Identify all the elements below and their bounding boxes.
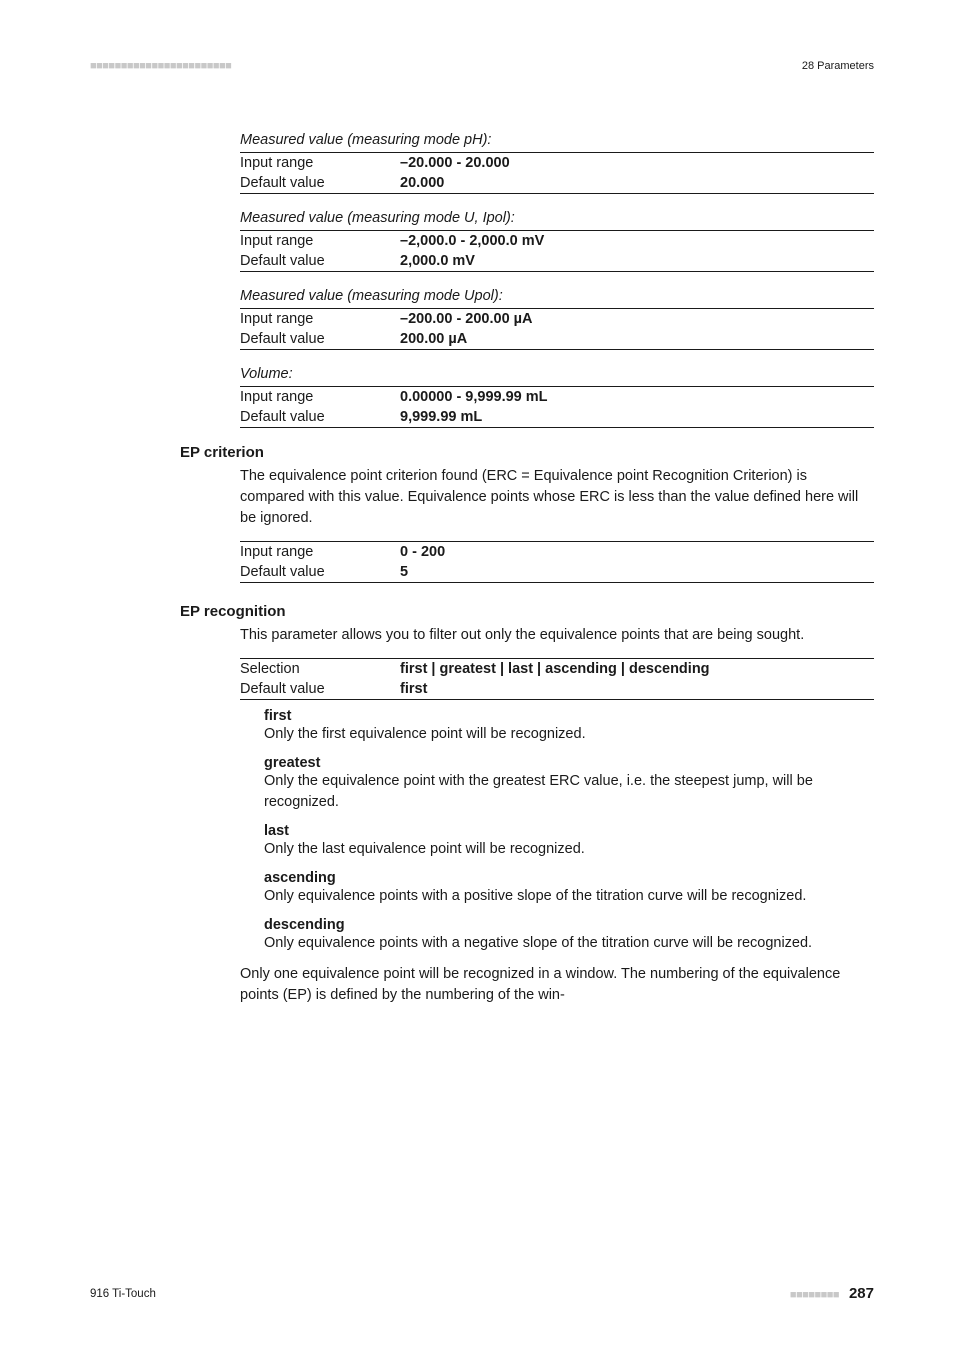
kv-value: 0.00000 - 9,999.99 mL: [400, 389, 548, 405]
footer-product: 916 Ti-Touch: [90, 1288, 156, 1300]
kv-value: first | greatest | last | ascending | de…: [400, 661, 710, 677]
option-name: descending: [264, 917, 874, 933]
separator: [240, 193, 874, 194]
body-text: The equivalence point criterion found (E…: [240, 466, 874, 529]
group-volume: Volume: Input range 0.00000 - 9,999.99 m…: [240, 366, 874, 428]
kv-row: Default value 9,999.99 mL: [240, 407, 874, 427]
kv-label: Default value: [240, 681, 400, 697]
footer-right-wrap: ■■■■■■■■ 287: [790, 1285, 874, 1302]
option-desc: Only the first equivalence point will be…: [264, 724, 874, 745]
option-last: last Only the last equivalence point wil…: [264, 823, 874, 860]
kv-value: –20.000 - 20.000: [400, 155, 510, 171]
kv-label: Default value: [240, 175, 400, 191]
kv-row: Default value 5: [240, 562, 874, 582]
kv-row: Input range –2,000.0 - 2,000.0 mV: [240, 231, 874, 251]
section-ep-recognition: EP recognition This parameter allows you…: [90, 603, 874, 1006]
option-descending: descending Only equivalence points with …: [264, 917, 874, 954]
section-content: This parameter allows you to filter out …: [240, 603, 874, 1006]
kv-row: Input range 0 - 200: [240, 542, 874, 562]
kv-value: 200.00 µA: [400, 331, 467, 347]
page-footer: 916 Ti-Touch ■■■■■■■■ 287: [90, 1285, 874, 1302]
kv-row: Selection first | greatest | last | asce…: [240, 659, 874, 679]
group-ph: Measured value (measuring mode pH): Inpu…: [240, 132, 874, 194]
kv-row: Input range –20.000 - 20.000: [240, 153, 874, 173]
kv-value: 0 - 200: [400, 544, 445, 560]
section-ep-criterion: EP criterion The equivalence point crite…: [90, 444, 874, 583]
header-section-title: 28 Parameters: [802, 60, 874, 72]
main-content: Measured value (measuring mode pH): Inpu…: [240, 132, 874, 428]
kv-label: Input range: [240, 389, 400, 405]
page-header: ■■■■■■■■■■■■■■■■■■■■■■■ 28 Parameters: [90, 60, 874, 72]
option-name: last: [264, 823, 874, 839]
kv-label: Input range: [240, 544, 400, 560]
option-ascending: ascending Only equivalence points with a…: [264, 870, 874, 907]
separator: [240, 271, 874, 272]
separator: [240, 349, 874, 350]
option-name: first: [264, 708, 874, 724]
group-heading: Measured value (measuring mode U, Ipol):: [240, 210, 874, 226]
option-desc: Only equivalence points with a negative …: [264, 933, 874, 954]
kv-label: Selection: [240, 661, 400, 677]
option-desc: Only equivalence points with a positive …: [264, 886, 874, 907]
group-heading: Volume:: [240, 366, 874, 382]
kv-label: Default value: [240, 253, 400, 269]
header-dashes: ■■■■■■■■■■■■■■■■■■■■■■■: [90, 60, 231, 72]
page-number: 287: [849, 1285, 874, 1302]
kv-label: Default value: [240, 331, 400, 347]
footer-dashes: ■■■■■■■■: [790, 1289, 839, 1301]
option-desc: Only the last equivalence point will be …: [264, 839, 874, 860]
kv-value: 20.000: [400, 175, 444, 191]
kv-label: Default value: [240, 409, 400, 425]
kv-row: Default value 20.000: [240, 173, 874, 193]
kv-value: 9,999.99 mL: [400, 409, 482, 425]
kv-label: Default value: [240, 564, 400, 580]
section-content: The equivalence point criterion found (E…: [240, 444, 874, 583]
kv-value: first: [400, 681, 427, 697]
side-label-ep-criterion: EP criterion: [180, 444, 264, 461]
option-first: first Only the first equivalence point w…: [264, 708, 874, 745]
kv-label: Input range: [240, 311, 400, 327]
kv-row: Default value 2,000.0 mV: [240, 251, 874, 271]
side-label-ep-recognition: EP recognition: [180, 603, 286, 620]
option-name: ascending: [264, 870, 874, 886]
option-greatest: greatest Only the equivalence point with…: [264, 755, 874, 813]
group-upol: Measured value (measuring mode Upol): In…: [240, 288, 874, 350]
separator: [240, 582, 874, 583]
group-heading: Measured value (measuring mode Upol):: [240, 288, 874, 304]
option-desc: Only the equivalence point with the grea…: [264, 771, 874, 813]
trailing-text: Only one equivalence point will be recog…: [240, 964, 874, 1006]
kv-label: Input range: [240, 233, 400, 249]
group-heading: Measured value (measuring mode pH):: [240, 132, 874, 148]
kv-value: 2,000.0 mV: [400, 253, 475, 269]
kv-row: Default value 200.00 µA: [240, 329, 874, 349]
kv-row: Input range 0.00000 - 9,999.99 mL: [240, 387, 874, 407]
kv-label: Input range: [240, 155, 400, 171]
kv-row: Default value first: [240, 679, 874, 699]
separator: [240, 427, 874, 428]
kv-value: –2,000.0 - 2,000.0 mV: [400, 233, 544, 249]
kv-row: Input range –200.00 - 200.00 µA: [240, 309, 874, 329]
body-text: This parameter allows you to filter out …: [240, 625, 874, 646]
kv-value: 5: [400, 564, 408, 580]
option-name: greatest: [264, 755, 874, 771]
group-u-ipol: Measured value (measuring mode U, Ipol):…: [240, 210, 874, 272]
kv-value: –200.00 - 200.00 µA: [400, 311, 533, 327]
